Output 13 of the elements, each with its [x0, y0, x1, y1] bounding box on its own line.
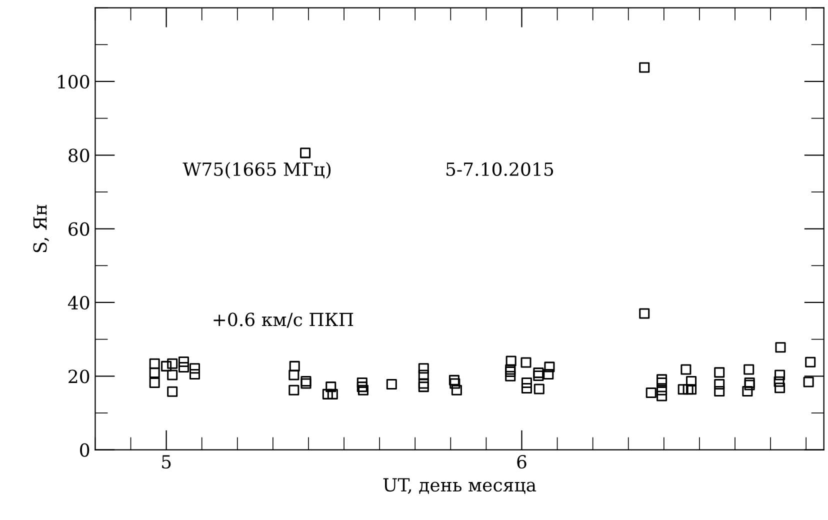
y-tick-label: 40: [68, 296, 90, 310]
y-tick-label: 20: [68, 370, 90, 384]
annotation: 5-7.10.2015: [446, 162, 554, 176]
x-tick-label: 5: [162, 455, 171, 469]
annotation: W75(1665 МГц): [182, 162, 331, 179]
x-axis-title: UT, день месяца: [383, 478, 536, 494]
y-tick-label: 80: [68, 148, 90, 162]
y-tick-label: 60: [68, 222, 90, 236]
y-axis-title: S, Ян: [33, 204, 50, 252]
y-tick-label: 100: [58, 74, 90, 89]
y-tick-label: 0: [80, 443, 90, 457]
annotation: +0.6 км/с ПКП: [214, 312, 354, 328]
x-tick-label: 6: [517, 454, 526, 469]
